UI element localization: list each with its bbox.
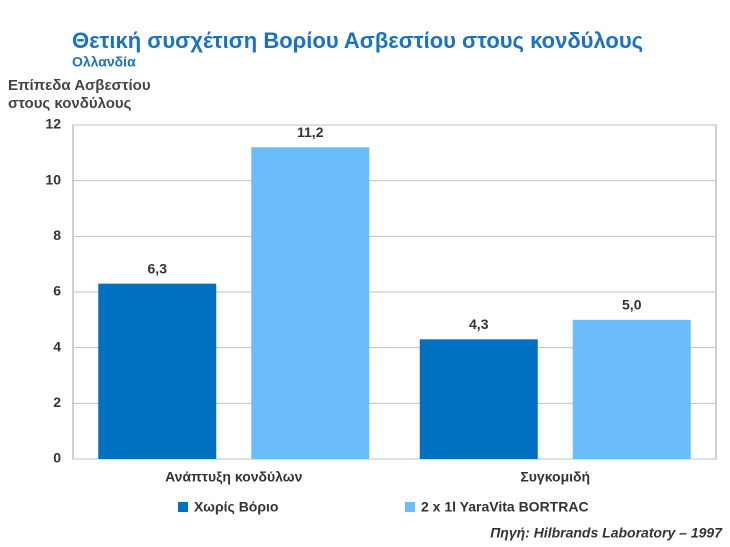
value-label: 11,2 [297,124,324,140]
y-tick-label: 10 [45,171,61,187]
bar [251,147,370,459]
chart-subtitle: Ολλανδία [72,54,136,70]
x-tick-label: Ανάπτυξη κονδύλων [165,469,303,485]
value-label: 6,3 [148,260,168,276]
bar [419,339,538,459]
y-tick-label: 12 [45,116,61,132]
legend-swatch [405,502,415,512]
y-tick-label: 6 [53,283,61,299]
value-label: 4,3 [469,316,489,332]
source-note: Πηγή: Hilbrands Laboratory – 1997 [490,525,723,541]
y-tick-label: 2 [53,394,61,410]
x-tick-label: Συγκομιδή [520,469,590,485]
y-axis-label: στους κονδύλους [8,95,132,112]
bar [572,319,691,459]
chart-title: Θετική συσχέτιση Βορίου Ασβεστίου στους … [72,28,643,53]
value-label: 5,0 [622,297,642,313]
legend-swatch [178,502,188,512]
legend-label: 2 x 1l YaraVita BORTRAC [421,499,589,515]
y-tick-label: 8 [53,227,61,243]
bar [98,283,217,459]
legend-label: Χωρίς Βόριο [194,499,278,515]
y-tick-label: 0 [53,450,61,466]
y-tick-label: 4 [53,338,61,354]
y-axis-label: Επίπεδα Ασβεστίου [8,77,151,94]
